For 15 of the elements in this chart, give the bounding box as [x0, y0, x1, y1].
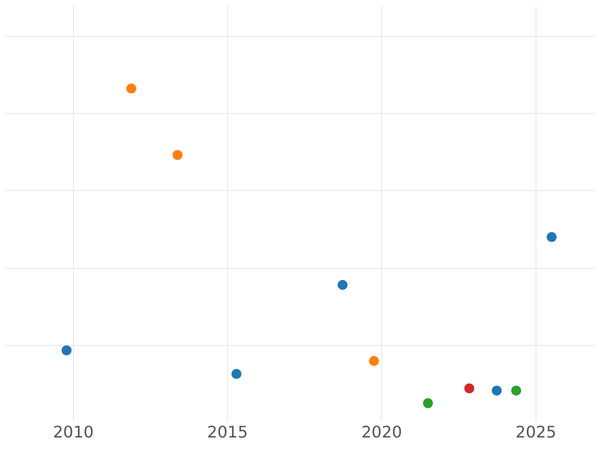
- point: [492, 386, 502, 396]
- point: [511, 386, 522, 396]
- point: [172, 150, 183, 160]
- point: [126, 84, 136, 94]
- point: [62, 345, 72, 356]
- point: [231, 368, 242, 379]
- point: [546, 232, 557, 242]
- x-tick-label: 2020: [361, 422, 402, 442]
- x-tick-label: 2025: [516, 422, 556, 442]
- point: [369, 356, 380, 366]
- x-tick-label: 2015: [207, 422, 248, 442]
- x-tick-label: 2010: [52, 422, 94, 442]
- point: [422, 398, 433, 408]
- point: [338, 280, 348, 290]
- point: [464, 383, 474, 394]
